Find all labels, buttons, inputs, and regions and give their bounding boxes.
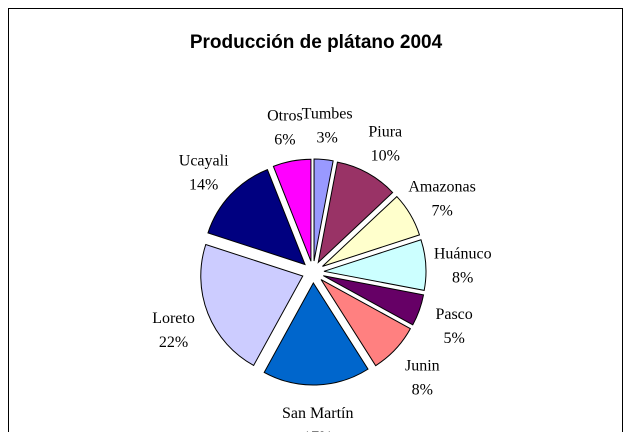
pie-slice — [320, 279, 412, 367]
slice-value-label: 22% — [159, 334, 188, 351]
pie-slice — [207, 168, 306, 266]
slice-value-label: 6% — [274, 132, 295, 149]
slice-label: Huánuco — [434, 246, 492, 263]
slice-value-label: 10% — [371, 148, 400, 165]
pie-slice — [322, 195, 421, 267]
slice-label: Tumbes — [302, 106, 353, 123]
pie-slice — [200, 243, 304, 367]
slice-label: Junin — [405, 358, 440, 375]
pie-slice — [272, 158, 312, 262]
chart-title: Producción de plátano 2004 — [190, 32, 443, 53]
slice-value-label: 7% — [431, 203, 452, 220]
pie-slice — [263, 282, 369, 386]
slice-label: Amazonas — [408, 179, 476, 196]
slice-value-label: 5% — [443, 330, 464, 347]
pie-slice — [313, 158, 334, 262]
slice-label: Loreto — [152, 310, 195, 327]
slice-value-label: 8% — [452, 270, 473, 287]
pie-slice — [323, 239, 427, 292]
slice-value-label: 14% — [189, 176, 218, 193]
slice-label: San Martín — [282, 405, 354, 422]
pie-slice — [317, 161, 394, 264]
slice-label: Otros — [267, 108, 303, 125]
slice-value-label: 8% — [412, 382, 433, 399]
slice-label: Piura — [368, 124, 402, 141]
slice-label: Pasco — [435, 306, 472, 323]
slice-value-label: 17% — [303, 429, 332, 432]
slice-label: Ucayali — [179, 152, 229, 169]
pie-slice — [323, 275, 425, 326]
slice-value-label: 3% — [316, 130, 337, 147]
